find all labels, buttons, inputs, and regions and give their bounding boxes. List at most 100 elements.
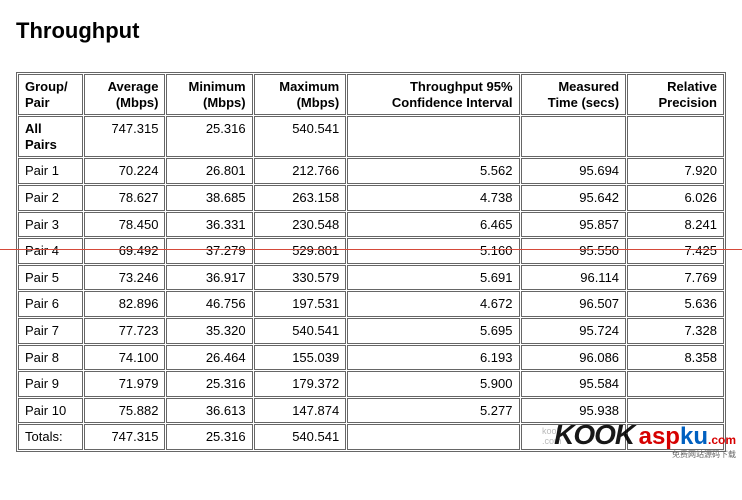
cell-time: 95.584 xyxy=(521,371,627,397)
cell-prec xyxy=(627,398,724,424)
cell-max: 147.874 xyxy=(254,398,347,424)
cell-group: Pair 5 xyxy=(18,265,83,291)
col-header-max: Maximum(Mbps) xyxy=(254,74,347,115)
cell-ci: 5.900 xyxy=(347,371,519,397)
cell-time: 95.642 xyxy=(521,185,627,211)
cell-max: 212.766 xyxy=(254,158,347,184)
table-row: Pair 971.97925.316179.3725.90095.584 xyxy=(18,371,724,397)
table-row: Pair 469.49237.279529.8015.16095.5507.42… xyxy=(18,238,724,264)
col-header-ci: Throughput 95%Confidence Interval xyxy=(347,74,519,115)
col-header-min: Minimum(Mbps) xyxy=(166,74,252,115)
cell-ci: 6.465 xyxy=(347,212,519,238)
cell-max: 540.541 xyxy=(254,424,347,450)
col-header-time: MeasuredTime (secs) xyxy=(521,74,627,115)
table-row: Pair 573.24636.917330.5795.69196.1147.76… xyxy=(18,265,724,291)
cell-avg: 82.896 xyxy=(84,291,166,317)
cell-group: Pair 2 xyxy=(18,185,83,211)
cell-group: Pair 3 xyxy=(18,212,83,238)
cell-group: AllPairs xyxy=(18,116,83,157)
cell-time: 95.857 xyxy=(521,212,627,238)
cell-ci: 5.277 xyxy=(347,398,519,424)
cell-ci: 6.193 xyxy=(347,345,519,371)
cell-avg: 78.450 xyxy=(84,212,166,238)
cell-min: 25.316 xyxy=(166,424,252,450)
cell-time xyxy=(521,116,627,157)
cell-min: 26.464 xyxy=(166,345,252,371)
cell-prec: 8.358 xyxy=(627,345,724,371)
cell-max: 230.548 xyxy=(254,212,347,238)
cell-group: Totals: xyxy=(18,424,83,450)
cell-time xyxy=(521,424,627,450)
cell-group: Pair 1 xyxy=(18,158,83,184)
cell-avg: 74.100 xyxy=(84,345,166,371)
cell-group: Pair 8 xyxy=(18,345,83,371)
cell-avg: 747.315 xyxy=(84,116,166,157)
table-row: Pair 378.45036.331230.5486.46595.8578.24… xyxy=(18,212,724,238)
cell-group: Pair 10 xyxy=(18,398,83,424)
cell-ci: 5.695 xyxy=(347,318,519,344)
cell-group: Pair 6 xyxy=(18,291,83,317)
table-row: Totals:747.31525.316540.541 xyxy=(18,424,724,450)
page-title: Throughput xyxy=(16,18,726,44)
throughput-table: Group/PairAverage(Mbps)Minimum(Mbps)Maxi… xyxy=(16,72,726,452)
cell-group: Pair 4 xyxy=(18,238,83,264)
cell-max: 540.541 xyxy=(254,116,347,157)
cell-min: 36.331 xyxy=(166,212,252,238)
cell-min: 38.685 xyxy=(166,185,252,211)
cell-prec xyxy=(627,116,724,157)
cell-min: 46.756 xyxy=(166,291,252,317)
cell-min: 25.316 xyxy=(166,116,252,157)
cell-min: 26.801 xyxy=(166,158,252,184)
cell-prec: 8.241 xyxy=(627,212,724,238)
cell-prec: 5.636 xyxy=(627,291,724,317)
table-row: Pair 777.72335.320540.5415.69595.7247.32… xyxy=(18,318,724,344)
cell-avg: 70.224 xyxy=(84,158,166,184)
col-header-prec: RelativePrecision xyxy=(627,74,724,115)
cell-max: 197.531 xyxy=(254,291,347,317)
table-row: AllPairs747.31525.316540.541 xyxy=(18,116,724,157)
cell-ci xyxy=(347,424,519,450)
table-row: Pair 170.22426.801212.7665.56295.6947.92… xyxy=(18,158,724,184)
cell-min: 36.917 xyxy=(166,265,252,291)
cell-min: 36.613 xyxy=(166,398,252,424)
cell-avg: 69.492 xyxy=(84,238,166,264)
cell-avg: 75.882 xyxy=(84,398,166,424)
cell-min: 35.320 xyxy=(166,318,252,344)
cell-ci: 4.672 xyxy=(347,291,519,317)
cell-prec: 7.769 xyxy=(627,265,724,291)
cell-time: 95.938 xyxy=(521,398,627,424)
cell-min: 25.316 xyxy=(166,371,252,397)
cell-ci xyxy=(347,116,519,157)
cell-max: 179.372 xyxy=(254,371,347,397)
cell-max: 155.039 xyxy=(254,345,347,371)
cell-avg: 78.627 xyxy=(84,185,166,211)
table-row: Pair 874.10026.464155.0396.19396.0868.35… xyxy=(18,345,724,371)
cell-time: 95.550 xyxy=(521,238,627,264)
cell-time: 95.724 xyxy=(521,318,627,344)
cell-time: 96.086 xyxy=(521,345,627,371)
cell-max: 540.541 xyxy=(254,318,347,344)
cell-time: 96.114 xyxy=(521,265,627,291)
cell-time: 96.507 xyxy=(521,291,627,317)
cell-prec xyxy=(627,371,724,397)
cell-avg: 71.979 xyxy=(84,371,166,397)
cell-ci: 5.160 xyxy=(347,238,519,264)
cell-max: 263.158 xyxy=(254,185,347,211)
cell-time: 95.694 xyxy=(521,158,627,184)
cell-max: 529.801 xyxy=(254,238,347,264)
col-header-avg: Average(Mbps) xyxy=(84,74,166,115)
cell-group: Pair 9 xyxy=(18,371,83,397)
cell-ci: 4.738 xyxy=(347,185,519,211)
cell-avg: 77.723 xyxy=(84,318,166,344)
cell-group: Pair 7 xyxy=(18,318,83,344)
cell-ci: 5.691 xyxy=(347,265,519,291)
cell-avg: 73.246 xyxy=(84,265,166,291)
table-row: Pair 682.89646.756197.5314.67296.5075.63… xyxy=(18,291,724,317)
cell-ci: 5.562 xyxy=(347,158,519,184)
cell-avg: 747.315 xyxy=(84,424,166,450)
highlight-line xyxy=(0,249,742,250)
table-row: Pair 1075.88236.613147.8745.27795.938 xyxy=(18,398,724,424)
table-row: Pair 278.62738.685263.1584.73895.6426.02… xyxy=(18,185,724,211)
col-header-group: Group/Pair xyxy=(18,74,83,115)
cell-prec xyxy=(627,424,724,450)
